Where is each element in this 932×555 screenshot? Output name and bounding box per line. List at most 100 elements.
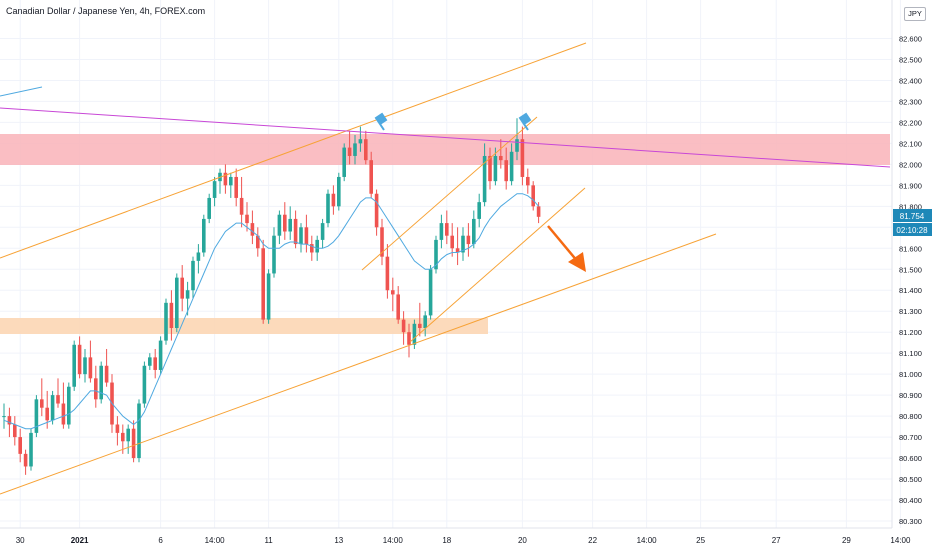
candle-body [61,403,66,425]
candle-body [358,139,363,144]
descending-trendline [0,107,891,168]
candle-body [266,273,271,320]
candle-body [18,437,22,454]
candle-body [364,139,368,161]
candle-body [169,302,174,328]
candle-body [342,147,346,177]
candle-body [196,252,201,261]
candle-body [272,235,276,274]
candle-body [67,386,71,425]
candle-body [142,365,147,404]
candle-body [175,277,179,328]
time-tick-label: 14:00 [637,536,658,545]
price-tick-label: 81.600 [899,244,922,253]
candle-body [2,416,6,418]
candle-body [34,399,39,433]
time-tick-label: 6 [158,536,163,545]
candle-body [104,365,109,383]
candle-body [72,344,76,387]
price-tick-label: 81.000 [899,370,922,379]
price-tick-label: 80.800 [899,412,922,421]
candle-body [520,139,525,177]
time-tick-label: 11 [264,536,273,545]
candle-body [536,206,541,217]
candle-body [396,294,400,320]
time-axis[interactable]: 30 2021 6 14:00 11 13 14:00 18 20 22 14:00 25 27 29 14… [16,536,932,545]
price-axis[interactable]: 82.600 82.500 82.400 82.300 82.200 82.100 82.0… [899,35,922,527]
currency-badge[interactable]: JPY [904,7,926,21]
candle-body [121,432,125,442]
candle-body [369,160,373,194]
candle-body [94,378,98,400]
price-tick-label: 80.300 [899,517,922,526]
candle-body [331,193,336,207]
candle-body [353,143,357,156]
price-tick-label: 82.300 [899,97,922,106]
time-tick-label: 20 [518,536,527,545]
time-tick-label: 14:00 [890,536,911,545]
candle-body [29,432,33,467]
support-zone [0,318,488,334]
price-tick-label: 82.100 [899,139,922,148]
candle-body [466,235,471,245]
price-tick-label: 81.300 [899,307,922,316]
candle-body [401,319,406,333]
candle-body [45,407,49,421]
time-tick-label: 25 [696,536,705,545]
candle-body [461,235,465,253]
candle-body [88,357,93,379]
candle-body [137,403,141,459]
price-tick-label: 81.900 [899,181,922,190]
price-tick-label: 81.400 [899,286,922,295]
candle-body [380,227,384,257]
candle-body [509,151,514,182]
candle-body [515,139,519,152]
candle-body [304,227,309,245]
blue-trend-stub [0,86,43,97]
moving-average-line [3,193,539,430]
candle-body [191,260,195,291]
candle-body [493,155,498,182]
channel-lower-line [0,233,717,495]
chart-title: Canadian Dollar / Japanese Yen, 4h, FORE… [6,6,206,16]
candle-body [310,244,314,253]
candle-body [320,223,325,240]
candle-body [283,214,287,232]
candle-body [164,302,168,341]
candle-body [428,269,433,316]
candle-body [23,453,28,467]
candle-body [234,176,238,198]
candles [2,118,541,475]
candle-body [261,248,265,320]
price-tick-label: 81.800 [899,202,922,211]
time-tick-label: 30 [16,536,25,545]
candle-body [40,399,44,408]
candle-body [223,172,228,186]
candle-body [229,176,233,186]
candle-body [445,223,449,236]
candle-body [418,323,422,328]
candle-body [148,357,152,366]
candle-body [126,428,130,442]
candle-body [315,239,319,253]
candle-body [423,315,427,328]
candle-body [83,357,87,375]
time-tick-label: 14:00 [383,536,404,545]
time-tick-label: 22 [588,536,597,545]
candle-body [288,218,292,232]
candle-body [212,181,217,198]
candle-body [347,147,352,156]
price-tick-label: 80.700 [899,433,922,442]
price-tick-label: 81.500 [899,265,922,274]
candle-body [245,214,249,224]
price-tick-label: 80.400 [899,496,922,505]
candle-body [7,416,12,425]
candle-body [337,176,341,207]
candle-body [13,424,17,438]
candle-body [450,235,454,249]
price-tick-label: 82.600 [899,35,922,44]
countdown-badge [893,223,932,236]
channel-upper-line [0,42,587,259]
